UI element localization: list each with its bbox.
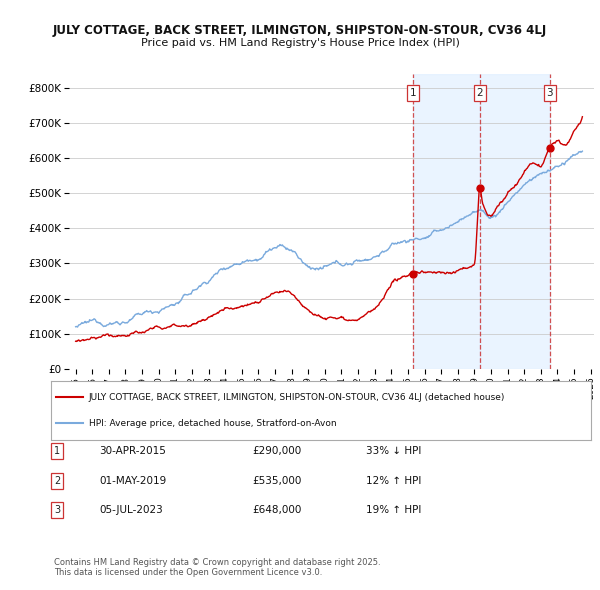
Text: £648,000: £648,000 [252,506,301,515]
Text: 30-APR-2015: 30-APR-2015 [99,447,166,456]
Text: 2: 2 [476,88,483,98]
Text: £290,000: £290,000 [252,447,301,456]
Text: £535,000: £535,000 [252,476,301,486]
Text: JULY COTTAGE, BACK STREET, ILMINGTON, SHIPSTON-ON-STOUR, CV36 4LJ: JULY COTTAGE, BACK STREET, ILMINGTON, SH… [53,24,547,37]
Text: 1: 1 [410,88,417,98]
Text: 1: 1 [54,447,60,456]
Bar [413,74,480,369]
Text: 3: 3 [54,506,60,515]
Text: 2: 2 [54,476,60,486]
Bar [480,74,550,369]
Text: Price paid vs. HM Land Registry's House Price Index (HPI): Price paid vs. HM Land Registry's House … [140,38,460,48]
Text: HPI: Average price, detached house, Stratford-on-Avon: HPI: Average price, detached house, Stra… [89,418,337,428]
Text: 3: 3 [547,88,553,98]
Text: Contains HM Land Registry data © Crown copyright and database right 2025.
This d: Contains HM Land Registry data © Crown c… [54,558,380,577]
Text: JULY COTTAGE, BACK STREET, ILMINGTON, SHIPSTON-ON-STOUR, CV36 4LJ (detached hous: JULY COTTAGE, BACK STREET, ILMINGTON, SH… [89,392,505,402]
Text: 33% ↓ HPI: 33% ↓ HPI [366,447,421,456]
Text: 19% ↑ HPI: 19% ↑ HPI [366,506,421,515]
Text: 01-MAY-2019: 01-MAY-2019 [99,476,166,486]
Text: 05-JUL-2023: 05-JUL-2023 [99,506,163,515]
Text: 12% ↑ HPI: 12% ↑ HPI [366,476,421,486]
